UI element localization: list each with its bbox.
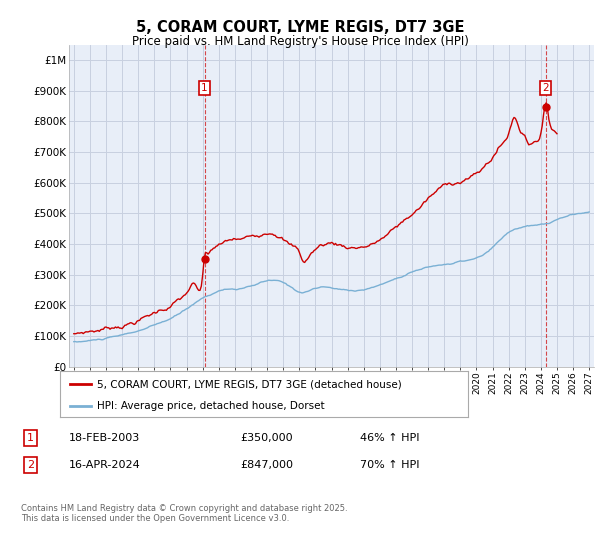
Text: HPI: Average price, detached house, Dorset: HPI: Average price, detached house, Dors… — [97, 401, 325, 410]
Text: 16-APR-2024: 16-APR-2024 — [69, 460, 141, 470]
Text: Price paid vs. HM Land Registry's House Price Index (HPI): Price paid vs. HM Land Registry's House … — [131, 35, 469, 48]
Text: £847,000: £847,000 — [240, 460, 293, 470]
Text: 2: 2 — [27, 460, 34, 470]
Text: 2: 2 — [542, 83, 549, 93]
Text: 46% ↑ HPI: 46% ↑ HPI — [360, 433, 419, 443]
Text: 1: 1 — [201, 83, 208, 93]
Text: 70% ↑ HPI: 70% ↑ HPI — [360, 460, 419, 470]
Text: £350,000: £350,000 — [240, 433, 293, 443]
Text: 5, CORAM COURT, LYME REGIS, DT7 3GE: 5, CORAM COURT, LYME REGIS, DT7 3GE — [136, 20, 464, 35]
Text: 5, CORAM COURT, LYME REGIS, DT7 3GE (detached house): 5, CORAM COURT, LYME REGIS, DT7 3GE (det… — [97, 379, 401, 389]
Text: Contains HM Land Registry data © Crown copyright and database right 2025.
This d: Contains HM Land Registry data © Crown c… — [21, 504, 347, 524]
Text: 18-FEB-2003: 18-FEB-2003 — [69, 433, 140, 443]
Text: 1: 1 — [27, 433, 34, 443]
